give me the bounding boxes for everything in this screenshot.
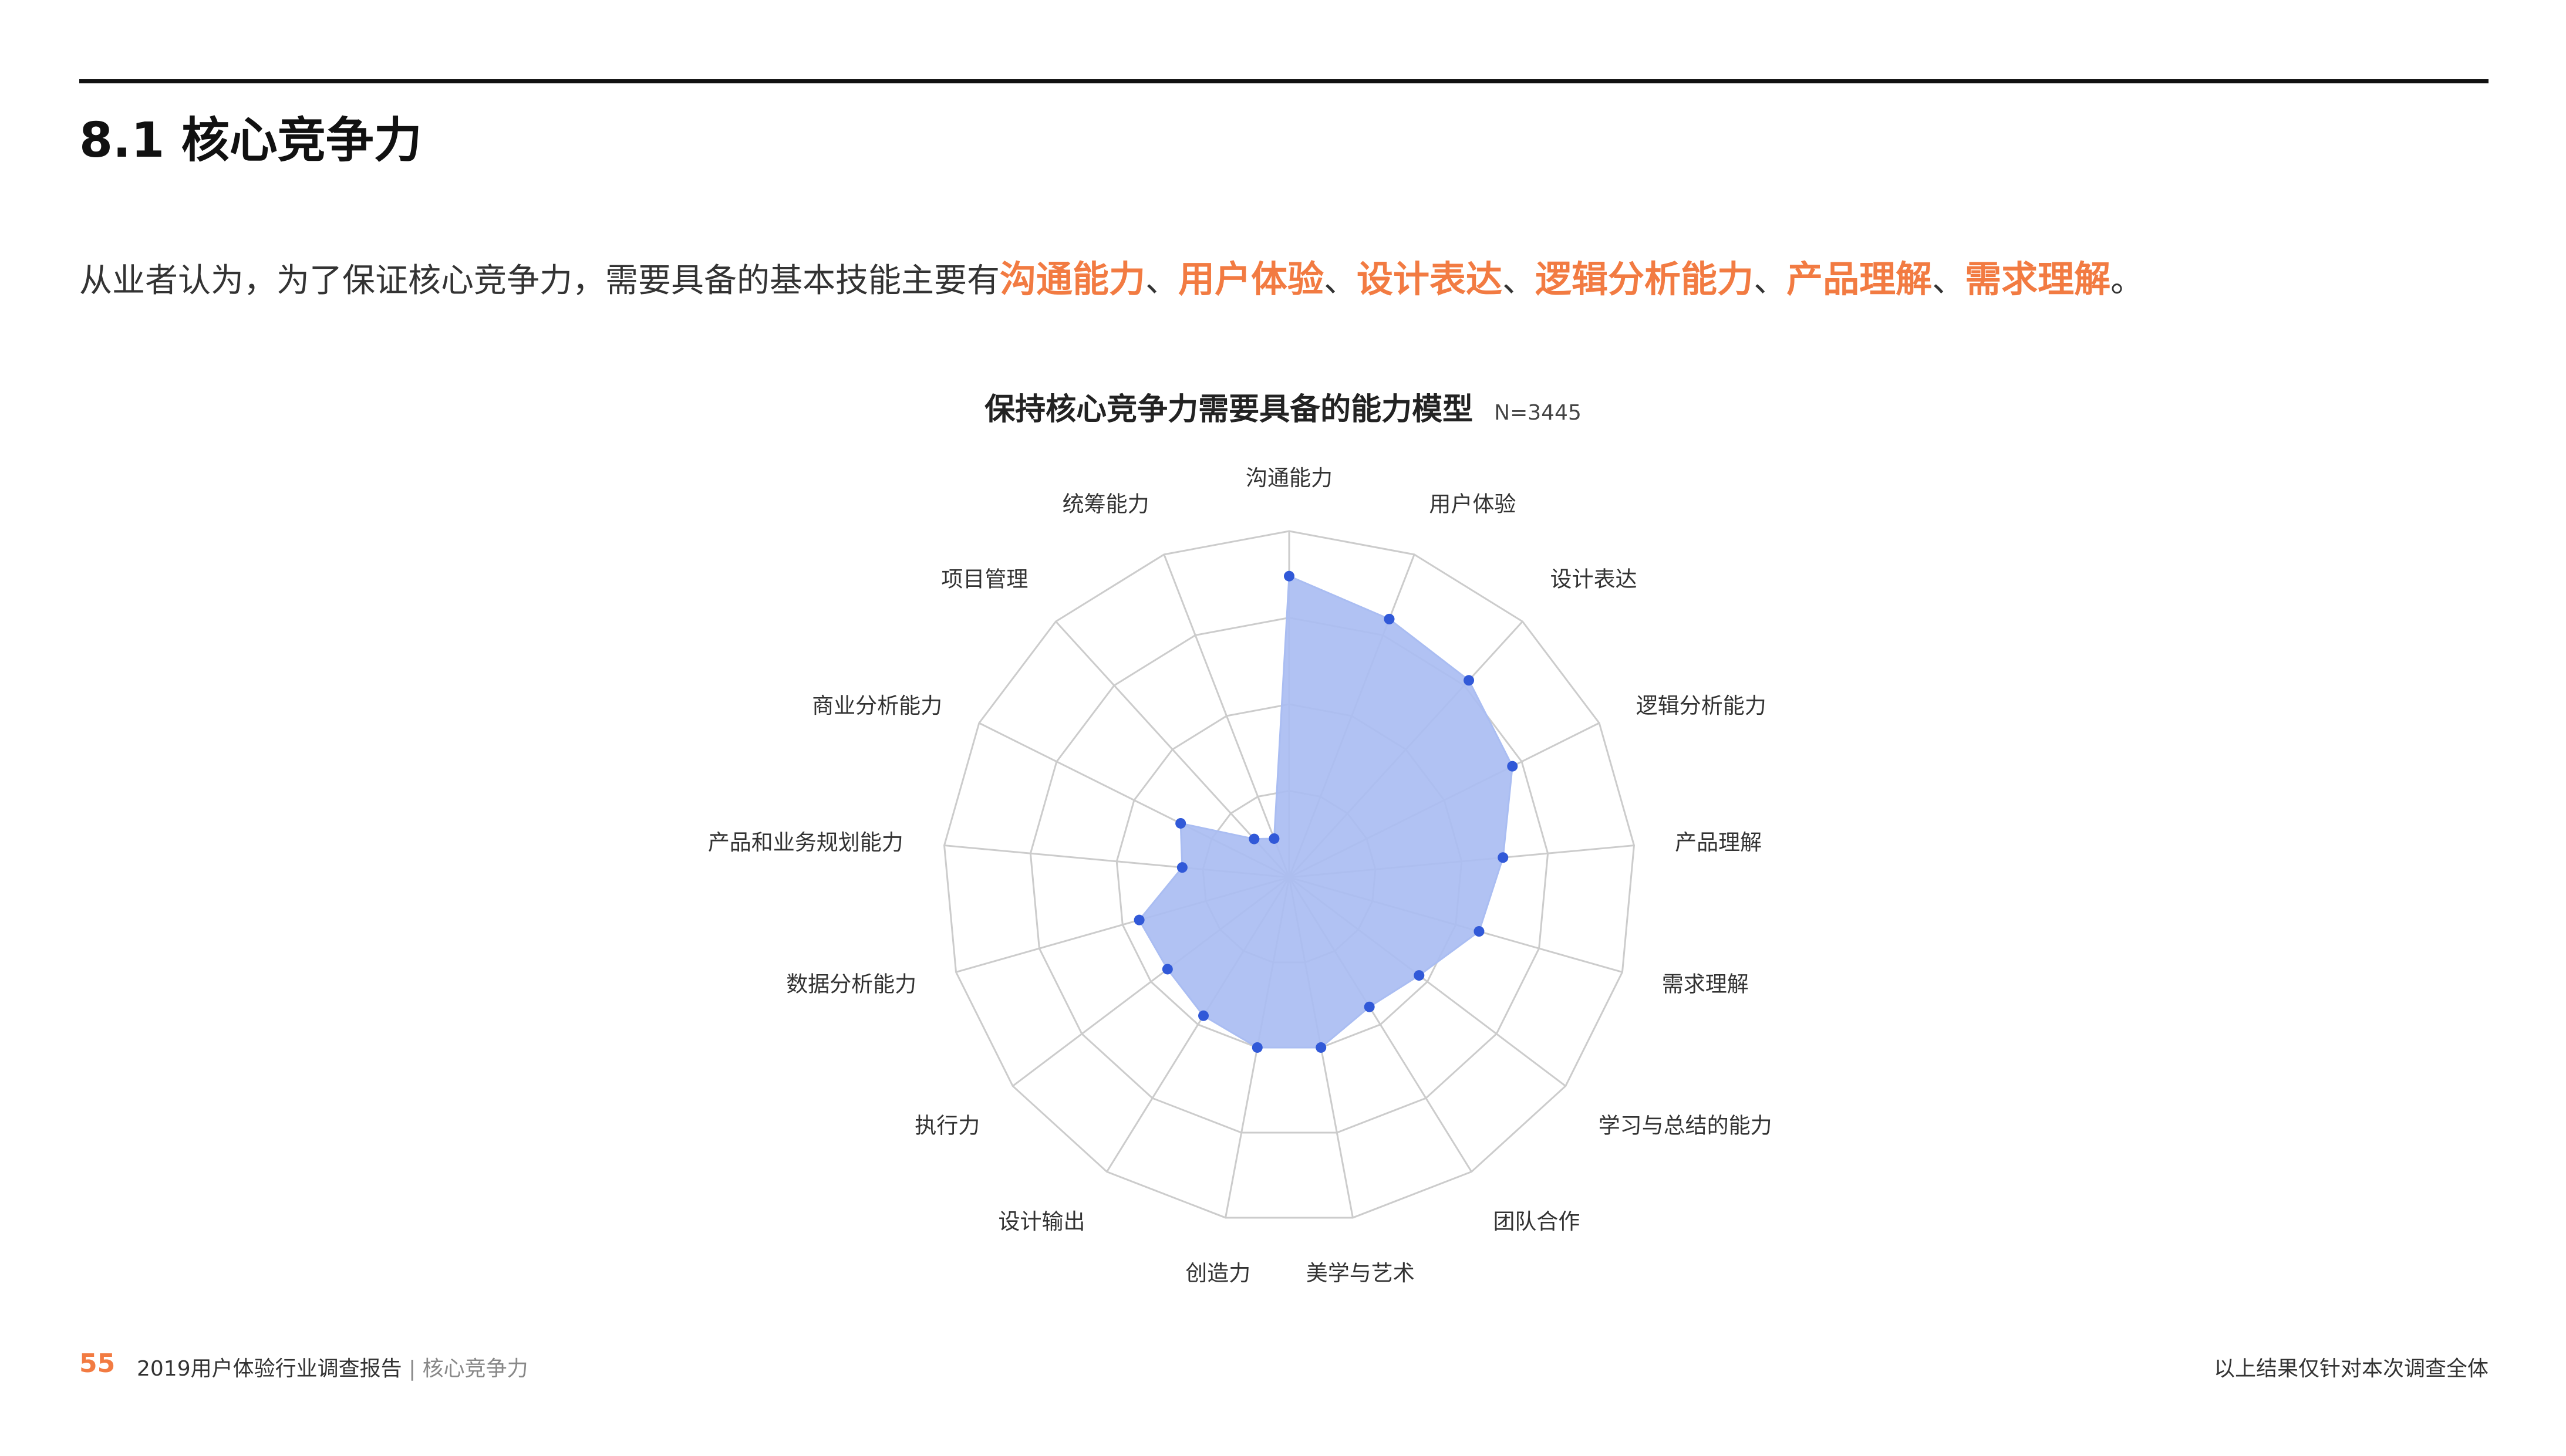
chart-title: 保持核心竞争力需要具备的能力模型 [984,392,1473,427]
axis-label: 设计表达 [1550,566,1637,592]
data-point [1252,1042,1263,1053]
summary-ending: 。 [2110,262,2144,300]
axis-label: 沟通能力 [1246,465,1333,491]
highlight-skill: 产品理解 [1786,258,1933,300]
summary-separator: 、 [1502,262,1536,300]
data-point [1498,852,1509,863]
page-title: 8.1 核心竞争力 [79,113,422,168]
axis-label: 用户体验 [1429,492,1516,517]
data-point [1364,1001,1375,1012]
highlight-skill: 用户体验 [1178,258,1324,300]
axis-label: 数据分析能力 [786,972,916,997]
axis-label: 执行力 [915,1113,980,1139]
highlight-skill: 逻辑分析能力 [1535,258,1754,300]
summary-separator: 、 [1145,262,1179,300]
data-point [1284,570,1294,582]
axis-label: 需求理解 [1662,972,1749,997]
data-point [1507,761,1518,772]
data-point [1134,914,1145,925]
axis-label: 创造力 [1185,1261,1250,1286]
grid-spoke [1163,554,1290,878]
grid-spoke [1055,620,1290,879]
data-point [1176,862,1188,873]
top-rule [79,79,2489,83]
data-point [1414,970,1425,981]
grid-ring [1029,616,1549,1134]
highlight-skill: 沟通能力 [1000,258,1146,300]
footer-note: 以上结果仅针对本次调查全体 [2213,1357,2489,1381]
highlight-skill: 设计表达 [1357,258,1503,300]
axis-label: 统筹能力 [1063,492,1149,517]
footer-divider: | [402,1357,423,1381]
series-area [1138,575,1513,1049]
axis-label: 项目管理 [941,566,1028,592]
highlight-skill: 需求理解 [1965,258,2111,300]
summary-separator: 、 [1932,262,1965,300]
axis-label: 美学与艺术 [1306,1261,1415,1286]
sample-size: N=3445 [1494,401,1582,425]
axis-label: 学习与总结的能力 [1599,1113,1772,1139]
data-point [1316,1042,1327,1053]
axis-label: 逻辑分析能力 [1636,693,1766,718]
data-point [1175,817,1186,829]
summary-separator: 、 [1754,262,1787,300]
page-number: 55 [79,1349,116,1379]
data-point [1269,833,1280,844]
summary-separator: 、 [1324,262,1357,300]
report-title: 2019用户体验行业调查报告 [137,1357,402,1381]
data-point [1249,833,1260,844]
axis-label: 商业分析能力 [812,693,942,718]
data-point [1162,964,1173,975]
axis-label: 产品理解 [1675,830,1762,855]
summary-intro: 从业者认为，为了保证核心竞争力，需要具备的基本技能主要有 [79,262,1000,300]
axis-label: 产品和业务规划能力 [708,830,903,855]
data-point [1198,1010,1209,1021]
axis-label: 设计输出 [999,1209,1085,1234]
grid-ring [943,530,1636,1219]
footer-report: 2019用户体验行业调查报告 | 核心竞争力 [137,1352,528,1382]
axis-label: 团队合作 [1493,1209,1580,1234]
data-point [1464,675,1475,686]
summary-text: 从业者认为，为了保证核心竞争力，需要具备的基本技能主要有沟通能力、用户体验、设计… [79,249,2143,302]
data-point [1384,613,1395,624]
data-point [1473,926,1485,937]
chart-title-row: 保持核心竞争力需要具备的能力模型 N=3445 [0,384,2566,428]
footer-section: 核心竞争力 [422,1357,528,1381]
